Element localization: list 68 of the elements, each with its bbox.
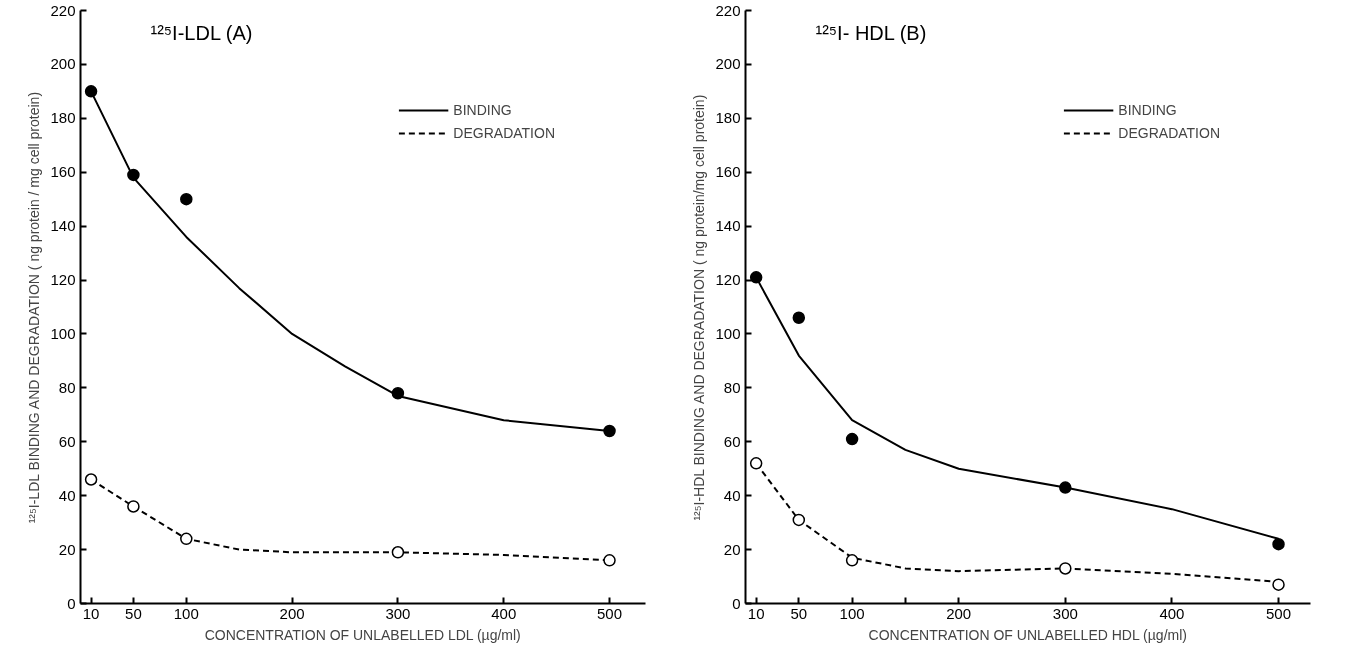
point bbox=[127, 168, 140, 182]
point bbox=[749, 271, 763, 284]
point bbox=[749, 457, 763, 470]
point bbox=[792, 513, 806, 527]
legend-label: BINDING bbox=[1118, 102, 1177, 118]
y-tick-label: 80 bbox=[58, 378, 76, 396]
y-axis-title: ¹²⁵I-LDL BINDING AND DEGRADATION ( ng protein / mg cell protein) bbox=[26, 91, 43, 524]
y-tick-label: 140 bbox=[50, 217, 76, 235]
x-tick-label: 50 bbox=[125, 604, 142, 622]
x-axis-title: CONCENTRATION OF UNLABELLED LDL (µg/ml) bbox=[204, 626, 521, 643]
y-tick-label: 180 bbox=[50, 109, 76, 127]
point bbox=[84, 473, 98, 486]
x-tick-label: 100 bbox=[839, 604, 865, 622]
point bbox=[127, 500, 140, 513]
x-tick-label: 100 bbox=[173, 604, 199, 622]
y-tick-label: 100 bbox=[715, 324, 741, 342]
point bbox=[1059, 481, 1072, 494]
y-tick-label: 80 bbox=[723, 378, 741, 396]
y-tick-label: 60 bbox=[58, 432, 76, 450]
x-axis-title: CONCENTRATION OF UNLABELLED HDL (µg/ml) bbox=[868, 626, 1187, 643]
point bbox=[1272, 537, 1285, 551]
point bbox=[845, 554, 859, 567]
point bbox=[1272, 578, 1285, 591]
point bbox=[391, 387, 405, 400]
y-tick-label: 180 bbox=[715, 109, 741, 127]
y-tick-label: 0 bbox=[732, 594, 741, 612]
legend-label: DEGRADATION bbox=[1118, 125, 1220, 141]
point bbox=[391, 546, 405, 559]
y-tick-label: 20 bbox=[723, 540, 741, 558]
x-tick-label: 300 bbox=[385, 604, 411, 622]
legend-label: DEGRADATION bbox=[453, 125, 555, 141]
point bbox=[603, 554, 616, 567]
y-tick-label: 200 bbox=[715, 55, 741, 73]
x-tick-label: 400 bbox=[1159, 604, 1185, 622]
point bbox=[1059, 562, 1072, 575]
y-tick-label: 100 bbox=[50, 324, 76, 342]
y-tick-label: 40 bbox=[723, 486, 741, 504]
y-tick-label: 200 bbox=[50, 55, 76, 73]
y-tick-label: 60 bbox=[723, 432, 741, 450]
point bbox=[84, 85, 98, 98]
y-tick-label: 40 bbox=[58, 486, 76, 504]
y-tick-label: 220 bbox=[50, 1, 76, 19]
y-tick-label: 140 bbox=[715, 217, 741, 235]
x-tick-label: 10 bbox=[82, 604, 100, 622]
y-tick-label: 160 bbox=[50, 163, 76, 181]
x-tick-label: 300 bbox=[1052, 604, 1078, 622]
x-tick-label: 500 bbox=[597, 604, 623, 622]
point bbox=[603, 424, 616, 438]
y-axis-title: ¹²⁵I-HDL BINDING AND DEGRADATION ( ng protein/mg cell protein) bbox=[691, 94, 708, 521]
point bbox=[180, 532, 193, 546]
point bbox=[845, 432, 859, 446]
y-tick-label: 220 bbox=[715, 1, 741, 19]
point bbox=[180, 192, 193, 206]
x-tick-label: 200 bbox=[279, 604, 305, 622]
y-tick-label: 0 bbox=[67, 594, 76, 612]
y-tick-label: 160 bbox=[715, 163, 741, 181]
x-tick-label: 400 bbox=[491, 604, 517, 622]
point bbox=[792, 311, 806, 325]
text: ¹²⁵I-LDL (A) bbox=[150, 21, 253, 44]
y-tick-label: 120 bbox=[715, 271, 741, 289]
legend-label: BINDING bbox=[453, 102, 512, 118]
x-tick-label: 200 bbox=[946, 604, 972, 622]
y-tick-label: 120 bbox=[50, 271, 76, 289]
text: ¹²⁵I- HDL (B) bbox=[815, 21, 927, 44]
y-tick-label: 20 bbox=[58, 540, 76, 558]
x-tick-label: 500 bbox=[1266, 604, 1292, 622]
x-tick-label: 50 bbox=[790, 604, 808, 622]
x-tick-label: 10 bbox=[747, 604, 765, 622]
